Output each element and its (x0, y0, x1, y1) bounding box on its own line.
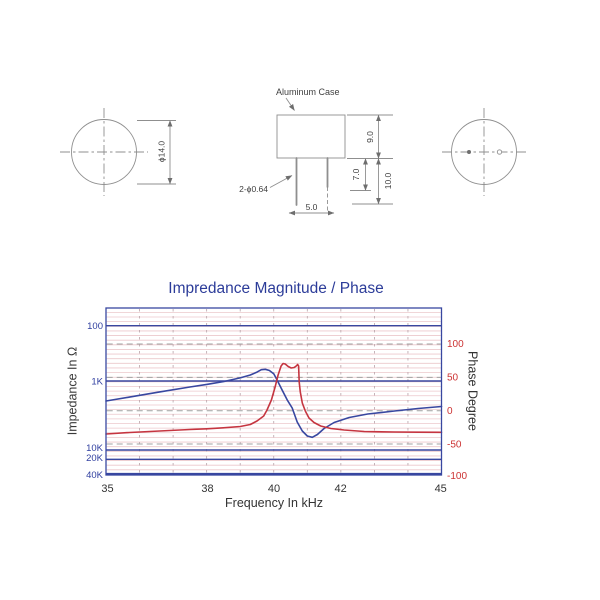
x-axis-ticks: 35 38 40 42 45 (101, 483, 446, 495)
right-tick-50: 50 (447, 373, 459, 384)
left-tick-100: 100 (87, 321, 103, 332)
x-tick-35: 35 (101, 483, 113, 495)
mechanical-drawing: ϕ14.0 Aluminum Case 2-ϕ0.64 9.0 7.0 10.0… (60, 87, 526, 216)
pin-hole-open (496, 149, 503, 155)
x-tick-40: 40 (268, 483, 280, 495)
pin-short-dimension-label: 7.0 (351, 168, 361, 180)
aluminum-case-outline (276, 114, 346, 159)
chart-grid (106, 309, 442, 475)
pin-diameter-leader-line (269, 175, 293, 188)
left-tick-20k: 20K (86, 453, 104, 464)
left-tick-40k: 40K (86, 470, 104, 481)
right-tick-0: 0 (447, 406, 453, 417)
right-axis-title: Phase Degree (466, 351, 480, 431)
x-tick-38: 38 (201, 483, 213, 495)
pin-diameter-label: 2-ϕ0.64 (239, 184, 268, 194)
front-view: ϕ14.0 (60, 108, 176, 196)
chart-curves (105, 362, 443, 439)
pin-long-dimension-label: 10.0 (383, 172, 393, 189)
phase-curve (105, 362, 443, 435)
side-view: Aluminum Case 2-ϕ0.64 9.0 7.0 10.0 5.0 (239, 87, 393, 216)
aluminum-case-leader-line (285, 97, 295, 111)
impedance-phase-chart: Impredance Magnitude / Phase 100 1K 10K … (65, 280, 479, 510)
right-tick-neg50: -50 (447, 440, 462, 451)
right-axis-ticks: 100 50 0 -50 -100 (447, 339, 467, 482)
plot-border (105, 307, 443, 476)
case-height-dimension-label: 9.0 (365, 131, 375, 143)
chart-title: Impredance Magnitude / Phase (168, 280, 383, 297)
impedance-curve (105, 368, 443, 439)
x-tick-42: 42 (334, 483, 346, 495)
x-axis-title: Frequency In kHz (225, 496, 323, 510)
left-axis-title: Impedance In Ω (65, 347, 79, 436)
rear-view (442, 108, 526, 196)
right-tick-neg100: -100 (447, 471, 467, 482)
aluminum-case-label: Aluminum Case (276, 87, 340, 97)
left-tick-10k: 10K (86, 443, 104, 454)
left-axis-ticks: 100 1K 10K 20K 40K (86, 321, 104, 481)
pin-spacing-dimension-label: 5.0 (306, 202, 318, 212)
pin-hole-filled (467, 150, 471, 154)
x-tick-45: 45 (435, 483, 447, 495)
diameter-dimension-label: ϕ14.0 (156, 141, 166, 163)
right-tick-100: 100 (447, 339, 464, 350)
left-tick-1k: 1K (91, 376, 103, 387)
